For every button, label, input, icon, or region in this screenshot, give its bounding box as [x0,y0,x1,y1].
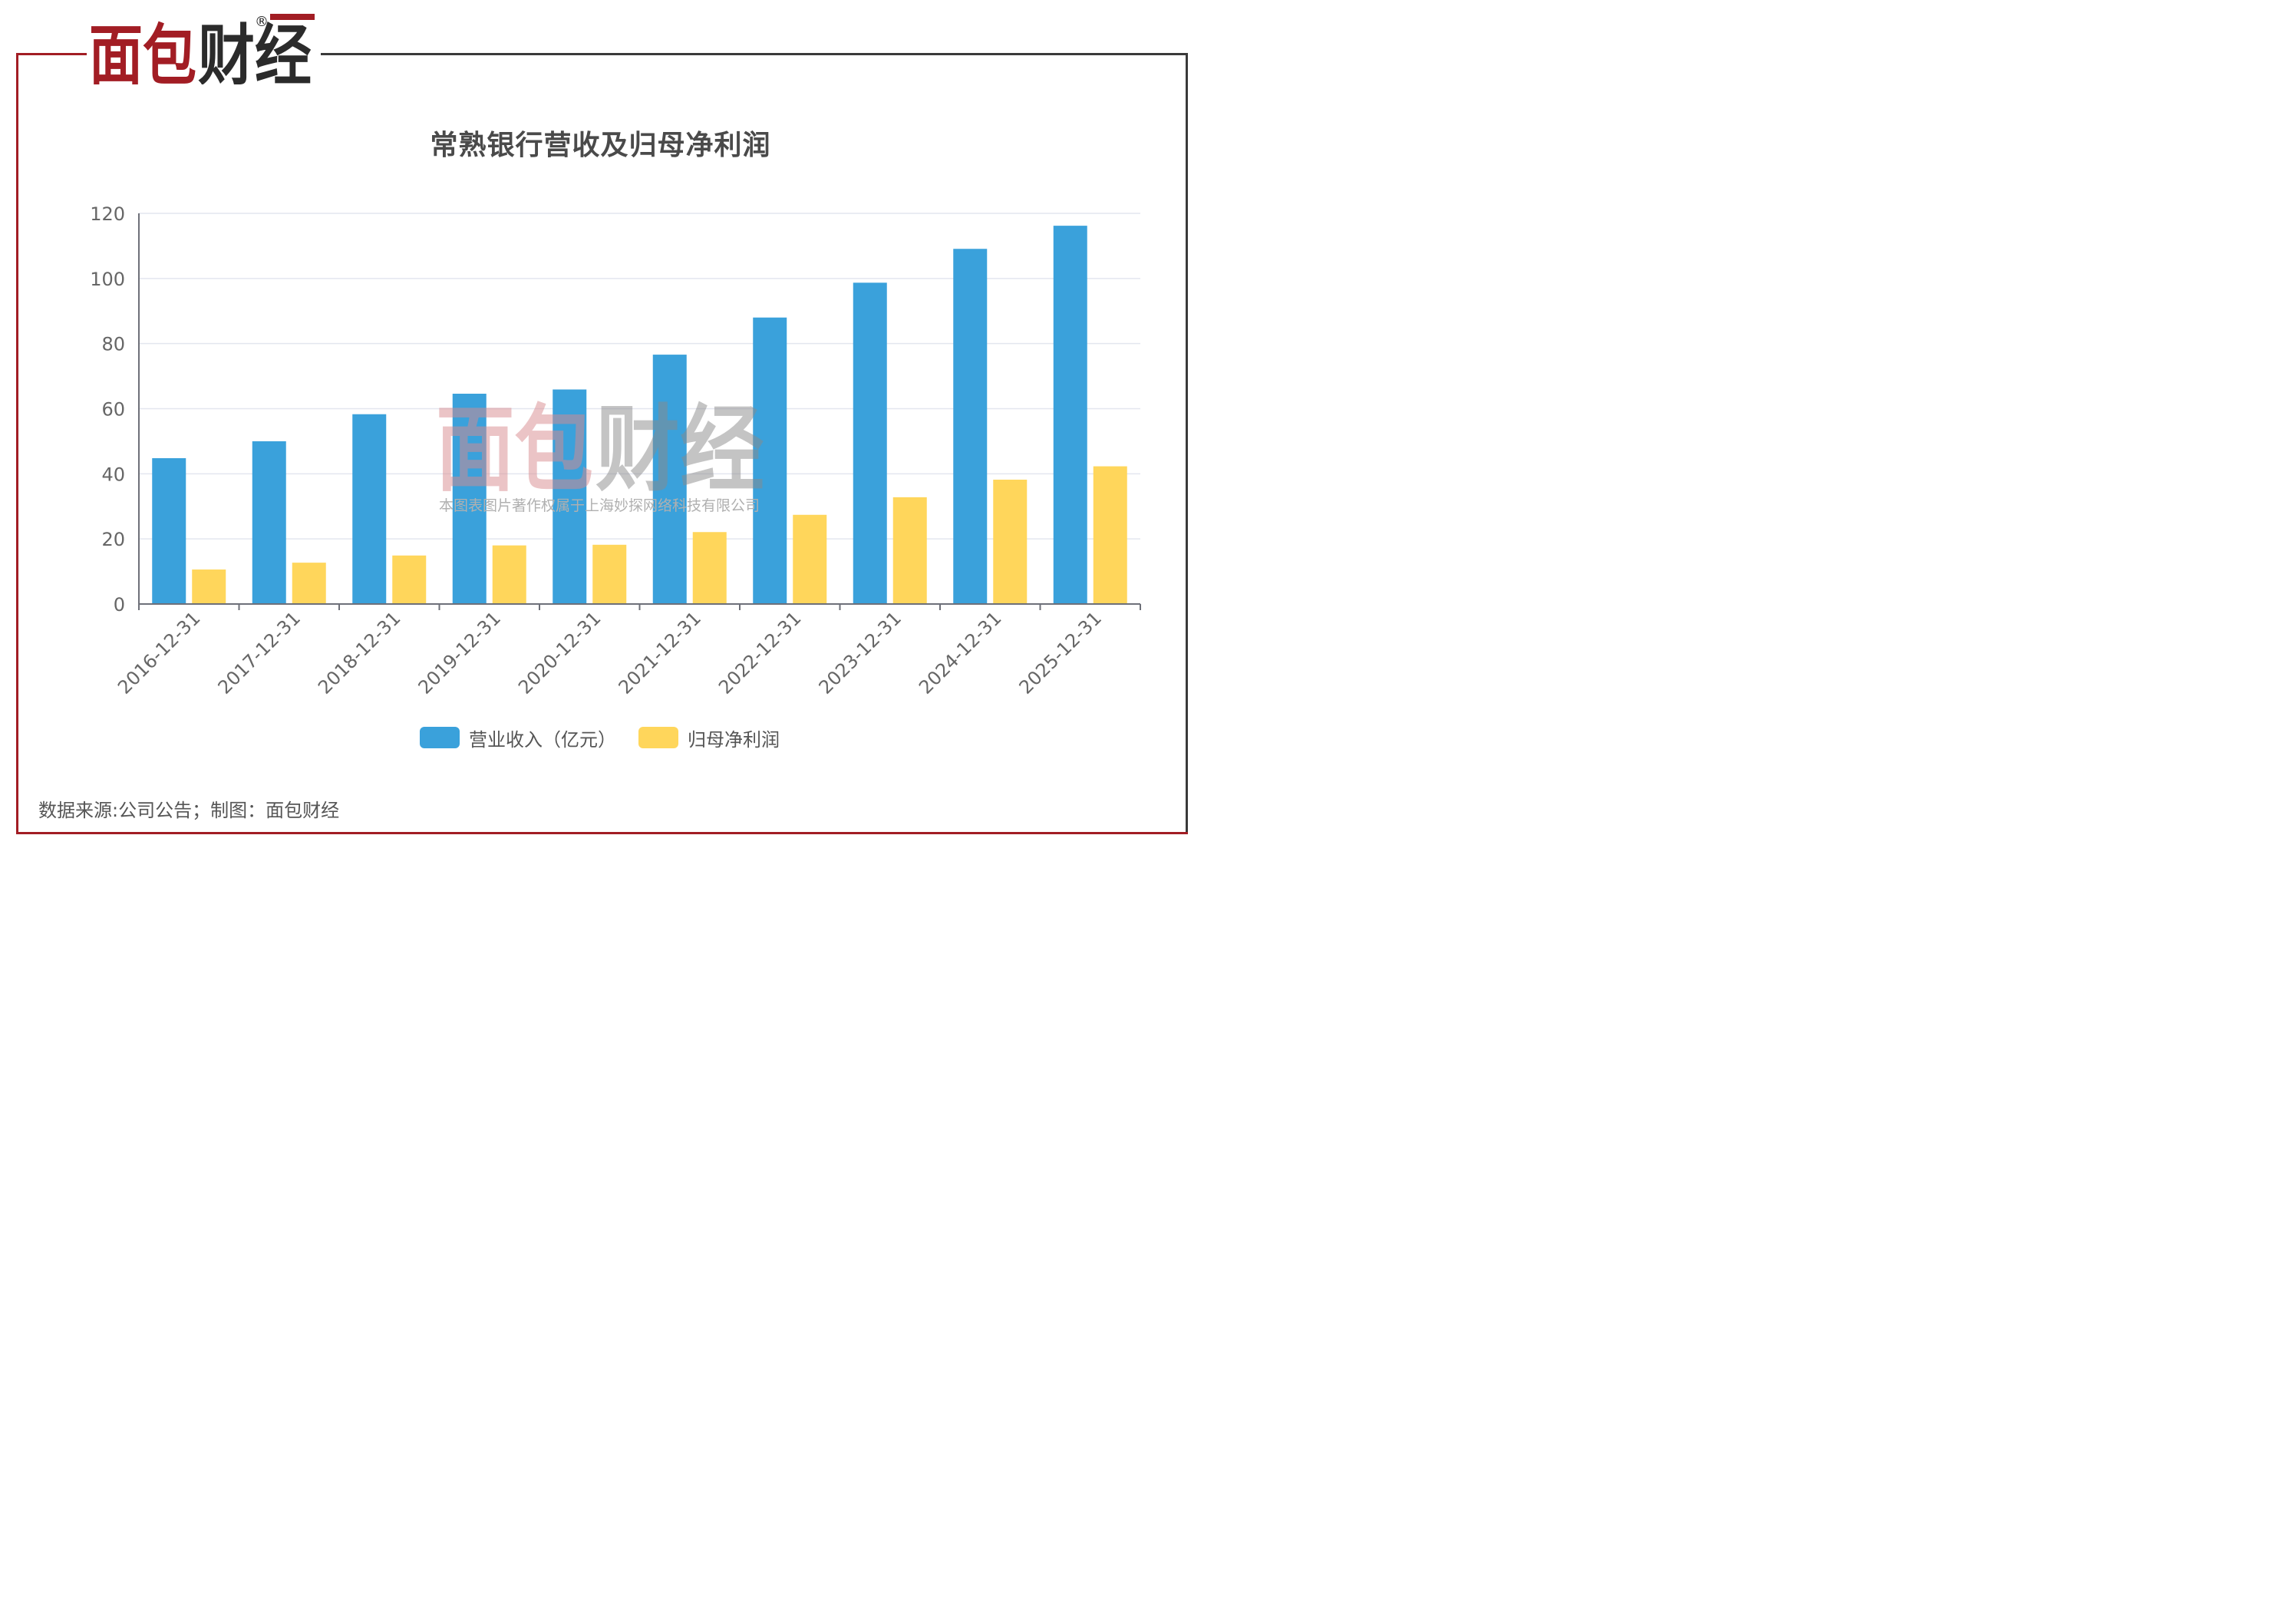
y-tick-label: 0 [114,594,125,616]
watermark-copyright-text: 本图表图片著作权属于上海妙探网络科技有限公司 [439,497,760,514]
x-tick-label: 2022-12-31 [714,607,805,698]
legend-label-revenue: 营业收入（亿元） [469,728,616,751]
frame-top-dark-border [321,53,1188,55]
chart-legend: 营业收入（亿元） 归母净利润 [0,725,1201,751]
bar-net-profit [592,544,627,604]
bar-net-profit [492,545,526,604]
bar-revenue [252,441,286,604]
bar-revenue [652,355,687,604]
x-tick-label: 2024-12-31 [915,607,1005,698]
frame-top-red-border [16,53,87,55]
brand-logo-dark-part: 财经 [198,18,312,84]
x-tick-label: 2018-12-31 [314,607,404,698]
frame-bottom-border [16,832,1188,834]
bar-net-profit [1093,466,1127,604]
brand-logo-red-part: 面包 [89,18,196,84]
bar-net-profit [292,563,326,604]
bar-revenue [953,249,988,604]
bar-net-profit [892,497,927,604]
bar-net-profit [192,569,226,604]
registered-mark: ® [255,14,269,30]
legend-swatch-net-profit [638,727,678,748]
bar-net-profit [993,479,1028,604]
bar-revenue [352,414,387,604]
bar-revenue [553,389,587,604]
bar-revenue [753,317,787,604]
bar-net-profit [692,532,727,604]
y-tick-label: 60 [101,399,125,421]
legend-label-net-profit: 归母净利润 [688,728,780,751]
legend-swatch-revenue [420,727,460,748]
frame-right-border [1186,53,1188,834]
frame-left-border [16,53,18,834]
y-tick-label: 100 [90,269,125,290]
bar-revenue [152,457,186,604]
bar-revenue [853,282,887,604]
watermark-red-part: 面包 [436,395,593,491]
brand-logo: 面包 财经 ® [89,14,315,84]
bar-revenue [452,393,487,604]
y-tick-label: 120 [90,203,125,225]
legend-item-net-profit[interactable]: 归母净利润 [638,725,780,751]
bar-chart: 0 20 40 60 80 100 120 2016-12-31 2017-12-31 2018-… [90,203,1141,698]
x-tick-label: 2019-12-31 [414,607,505,698]
watermark-logo: 面包 财经 [436,395,764,491]
logo-accent-bar [270,14,315,20]
x-tick-label: 2020-12-31 [514,607,605,698]
x-tick-label: 2017-12-31 [214,607,305,698]
y-tick-label: 40 [101,464,125,485]
watermark-dark-part: 财经 [595,395,764,491]
bar-net-profit [793,514,827,604]
y-tick-label: 80 [101,334,125,355]
data-source-note: 数据来源:公司公告；制图：面包财经 [38,800,340,821]
x-tick-label: 2021-12-31 [615,607,705,698]
x-tick-label: 2016-12-31 [114,607,204,698]
legend-item-revenue[interactable]: 营业收入（亿元） [420,725,616,751]
chart-title: 常熟银行营收及归母净利润 [430,130,771,161]
x-tick-label: 2025-12-31 [1015,607,1106,698]
bar-revenue [1053,226,1087,604]
x-tick-label: 2023-12-31 [815,607,906,698]
bar-net-profit [392,555,427,604]
y-tick-label: 20 [101,529,125,550]
